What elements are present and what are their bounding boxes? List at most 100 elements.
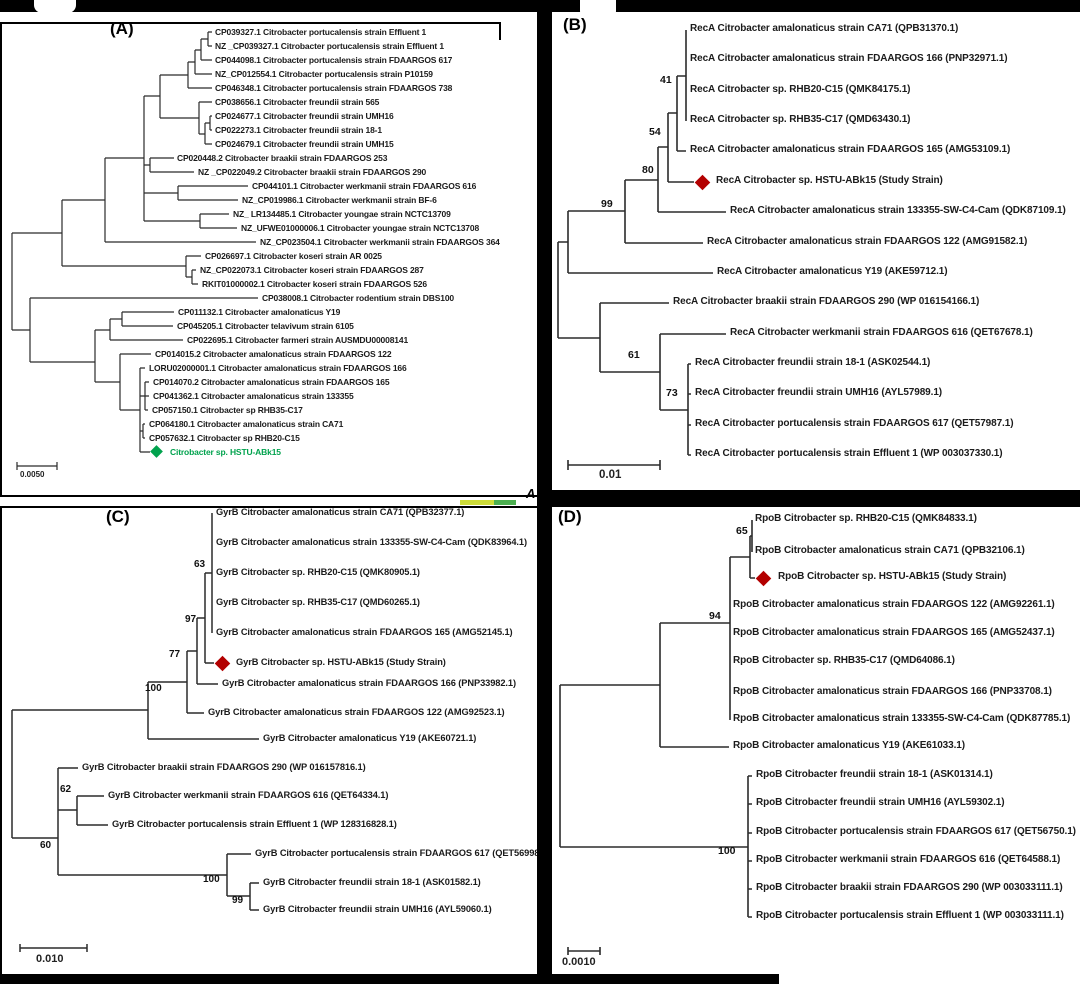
bootstrap-value: 63 bbox=[194, 559, 206, 570]
taxon-label: RecA Citrobacter amalonaticus strain FDA… bbox=[707, 236, 1028, 247]
panel-d-tree bbox=[559, 520, 755, 955]
panel-c-tree bbox=[11, 513, 259, 952]
taxon-label: RpoB Citrobacter sp. RHB35-C17 (QMD64086… bbox=[733, 655, 955, 666]
panel-c-border bbox=[0, 506, 538, 508]
middle-divider-bar bbox=[537, 0, 552, 984]
scale-bar-label: 0.010 bbox=[36, 953, 64, 965]
taxon-label: GyrB Citrobacter amalonaticus strain FDA… bbox=[208, 707, 505, 717]
bootstrap-value: 41 bbox=[660, 74, 672, 86]
study-strain-label: Citrobacter sp. HSTU-ABk15 bbox=[170, 447, 281, 457]
scan-notch bbox=[34, 0, 76, 13]
taxon-label: GyrB Citrobacter braakii strain FDAARGOS… bbox=[82, 762, 366, 772]
taxon-label: NZ _CP039327.1 Citrobacter portucalensis… bbox=[215, 41, 444, 51]
taxon-label: LORU02000001.1 Citrobacter amalonaticus … bbox=[149, 363, 407, 373]
panel-a-border bbox=[0, 495, 537, 497]
bootstrap-value: 94 bbox=[709, 610, 721, 622]
taxon-label: RecA Citrobacter freundii strain 18-1 (A… bbox=[695, 357, 931, 368]
taxon-label: CP014015.2 Citrobacter amalonaticus stra… bbox=[155, 349, 392, 359]
taxon-label: CP024677.1 Citrobacter freundii strain U… bbox=[215, 111, 394, 121]
bootstrap-value: 77 bbox=[169, 649, 181, 660]
taxon-label: CP038008.1 Citrobacter rodentium strain … bbox=[262, 293, 454, 303]
taxon-label: RpoB Citrobacter portucalensis strain Ef… bbox=[756, 910, 1064, 921]
study-strain-label: RpoB Citrobacter sp. HSTU-ABk15 (Study S… bbox=[778, 571, 1007, 582]
taxon-label: RecA Citrobacter sp. RHB20-C15 (QMK84175… bbox=[690, 84, 911, 95]
taxon-label: CP041362.1 Citrobacter amalonaticus stra… bbox=[153, 391, 354, 401]
bootstrap-value: 100 bbox=[203, 874, 220, 885]
taxon-label: GyrB Citrobacter amalonaticus strain FDA… bbox=[216, 627, 513, 637]
taxon-label: NZ_CP012554.1 Citrobacter portucalensis … bbox=[215, 69, 433, 79]
taxon-label: RecA Citrobacter amalonaticus Y19 (AKE59… bbox=[717, 266, 948, 277]
taxon-label: RpoB Citrobacter amalonaticus strain FDA… bbox=[733, 627, 1055, 638]
taxon-label: CP057150.1 Citrobacter sp RHB35-C17 bbox=[152, 405, 303, 415]
taxon-label: GyrB Citrobacter freundii strain 18-1 (A… bbox=[263, 877, 481, 887]
taxon-label: GyrB Citrobacter portucalensis strain FD… bbox=[255, 848, 550, 858]
taxon-label: RecA Citrobacter amalonaticus strain CA7… bbox=[690, 23, 959, 34]
taxon-label: NZ_UFWE01000006.1 Citrobacter youngae st… bbox=[241, 223, 480, 233]
panel-a-tree bbox=[11, 31, 258, 470]
taxon-label: GyrB Citrobacter sp. RHB20-C15 (QMK80905… bbox=[216, 567, 420, 577]
taxon-label: RecA Citrobacter amalonaticus strain FDA… bbox=[690, 144, 1011, 155]
panel-b-letter: (B) bbox=[563, 15, 587, 34]
taxon-label: RpoB Citrobacter freundii strain 18-1 (A… bbox=[756, 769, 993, 780]
bootstrap-value: 65 bbox=[736, 525, 748, 537]
taxon-label: NZ_ LR134485.1 Citrobacter youngae strai… bbox=[233, 209, 451, 219]
taxon-label: CP014070.2 Citrobacter amalonaticus stra… bbox=[153, 377, 390, 387]
taxon-label: CP039327.1 Citrobacter portucalensis str… bbox=[215, 27, 427, 37]
panel-d-letter: (D) bbox=[558, 507, 582, 526]
taxon-label: CP044098.1 Citrobacter portucalensis str… bbox=[215, 55, 453, 65]
scale-bar-label: 0.01 bbox=[599, 469, 622, 481]
taxon-label: RpoB Citrobacter amalonaticus strain FDA… bbox=[733, 686, 1052, 697]
taxon-label: GyrB Citrobacter amalonaticus strain FDA… bbox=[222, 678, 516, 688]
taxon-label: CP022273.1 Citrobacter freundii strain 1… bbox=[215, 125, 382, 135]
taxon-label: CP038656.1 Citrobacter freundii strain 5… bbox=[215, 97, 380, 107]
taxon-label: RecA Citrobacter portucalensis strain Ef… bbox=[695, 448, 1003, 459]
scan-notch bbox=[580, 0, 616, 19]
taxon-label: RpoB Citrobacter amalonaticus Y19 (AKE61… bbox=[733, 740, 965, 751]
bottom-frame-bar bbox=[0, 974, 779, 984]
taxon-label: GyrB Citrobacter amalonaticus strain 133… bbox=[216, 537, 527, 547]
taxon-label: RecA Citrobacter portucalensis strain FD… bbox=[695, 418, 1014, 429]
taxon-label: CP064180.1 Citrobacter amalonaticus stra… bbox=[149, 419, 344, 429]
taxon-label: CP045205.1 Citrobacter telavivum strain … bbox=[177, 321, 354, 331]
panel-b-tree bbox=[557, 30, 726, 470]
panel-a-border bbox=[0, 22, 501, 24]
scale-bar-label: 0.0050 bbox=[20, 470, 45, 479]
bootstrap-value: 61 bbox=[628, 349, 640, 361]
taxon-label: CP024679.1 Citrobacter freundii strain U… bbox=[215, 139, 394, 149]
taxon-label: RpoB Citrobacter sp. RHB20-C15 (QMK84833… bbox=[755, 513, 977, 524]
scale-bar-label: 0.0010 bbox=[562, 956, 596, 968]
taxon-label: NZ_CP023504.1 Citrobacter werkmanii stra… bbox=[260, 237, 500, 247]
taxon-label: GyrB Citrobacter amalonaticus strain CA7… bbox=[216, 507, 465, 517]
taxon-label: CP046348.1 Citrobacter portucalensis str… bbox=[215, 83, 453, 93]
scan-artifact bbox=[460, 500, 494, 505]
bootstrap-value: 54 bbox=[649, 126, 661, 138]
scan-artifact bbox=[494, 500, 516, 505]
taxon-label: RecA Citrobacter amalonaticus strain 133… bbox=[730, 205, 1066, 216]
taxon-label: RpoB Citrobacter amalonaticus strain 133… bbox=[733, 713, 1071, 724]
taxon-label: CP057632.1 Citrobacter sp RHB20-C15 bbox=[149, 433, 300, 443]
taxon-label: RpoB Citrobacter amalonaticus strain CA7… bbox=[755, 545, 1025, 556]
taxon-label: RpoB Citrobacter freundii strain UMH16 (… bbox=[756, 797, 1005, 808]
bootstrap-value: 99 bbox=[232, 895, 244, 906]
taxon-label: GyrB Citrobacter sp. RHB35-C17 (QMD60265… bbox=[216, 597, 420, 607]
study-strain-label: RecA Citrobacter sp. HSTU-ABk15 (Study S… bbox=[716, 175, 943, 186]
panel-c-border bbox=[0, 506, 2, 975]
taxon-label: NZ_CP019986.1 Citrobacter werkmanii stra… bbox=[242, 195, 437, 205]
taxon-label: CP026697.1 Citrobacter koseri strain AR … bbox=[205, 251, 382, 261]
taxon-label: RpoB Citrobacter portucalensis strain FD… bbox=[756, 826, 1076, 837]
taxon-label: CP022695.1 Citrobacter farmeri strain AU… bbox=[187, 335, 409, 345]
taxon-label: GyrB Citrobacter freundii strain UMH16 (… bbox=[263, 904, 492, 914]
panel-a-border bbox=[0, 22, 2, 497]
bootstrap-value: 62 bbox=[60, 784, 72, 795]
panel-c-letter: (C) bbox=[106, 507, 130, 526]
taxon-label: RecA Citrobacter sp. RHB35-C17 (QMD63430… bbox=[690, 114, 911, 125]
taxon-label: GyrB Citrobacter portucalensis strain Ef… bbox=[112, 819, 397, 829]
taxon-label: CP011132.1 Citrobacter amalonaticus Y19 bbox=[178, 307, 341, 317]
study-strain-label: GyrB Citrobacter sp. HSTU-ABk15 (Study S… bbox=[236, 657, 446, 667]
panel-a-letter: (A) bbox=[110, 19, 134, 38]
taxon-label: RecA Citrobacter freundii strain UMH16 (… bbox=[695, 387, 943, 398]
taxon-label: NZ_CP022073.1 Citrobacter koseri strain … bbox=[200, 265, 424, 275]
taxon-label: RecA Citrobacter werkmanii strain FDAARG… bbox=[730, 327, 1033, 338]
